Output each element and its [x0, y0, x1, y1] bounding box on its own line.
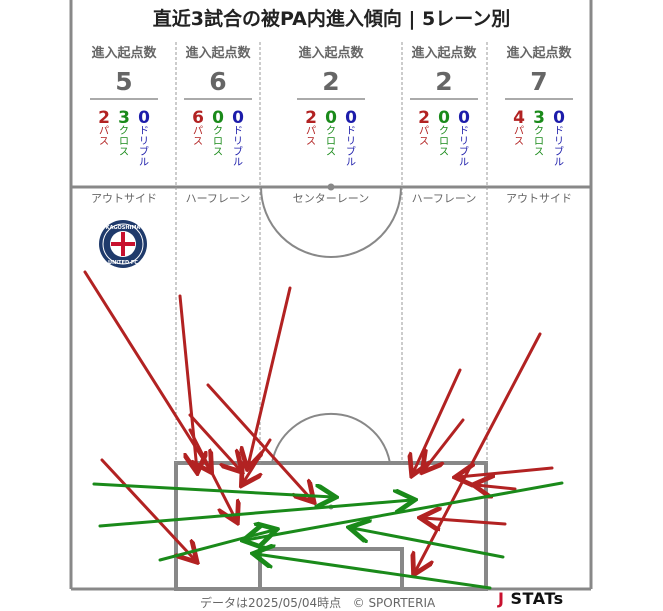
lane-dribble-label: ドリブル	[554, 126, 564, 169]
lane-header: 進入起点数	[506, 45, 572, 61]
footer: データは2025/05/04時点 © SPORTERIA	[200, 594, 435, 611]
lane-cross-count: 0	[438, 108, 450, 128]
cross-arrow	[98, 500, 412, 528]
lane-name: ハーフレーン	[186, 192, 251, 205]
lane-cross-count: 0	[325, 108, 337, 128]
lane-pass-count: 4	[513, 108, 525, 128]
pass-arrow	[188, 413, 240, 470]
lane-dribble-label: ドリブル	[139, 126, 149, 169]
team-logo: KAGOSHIMA UNITED FC	[99, 220, 147, 268]
copyright: © SPORTERIA	[352, 596, 436, 610]
pitch-lines	[69, 0, 593, 591]
cross-arrow	[92, 482, 333, 497]
pass-arrow	[83, 270, 210, 470]
lane-header: 進入起点数	[298, 45, 364, 61]
lane-dribble-label: ドリブル	[459, 126, 469, 169]
lane-dribble-count: 0	[458, 108, 470, 128]
lane-dribble-count: 0	[232, 108, 244, 128]
penalty-arc	[271, 412, 391, 464]
pass-arrow	[415, 332, 542, 572]
lane-pass-label: パス	[514, 125, 524, 148]
lane-cross-count: 0	[212, 108, 224, 128]
cross-arrow	[352, 528, 505, 559]
pass-arrow	[206, 383, 312, 500]
lane-name: アウトサイド	[506, 192, 572, 205]
lane-total: 2	[435, 67, 452, 96]
lane-cross-label: クロス	[213, 125, 223, 158]
pass-arrow	[423, 518, 507, 524]
lane-name: センターレーン	[293, 192, 369, 205]
lane-pass-count: 2	[98, 108, 110, 128]
lane-dribble-label: ドリブル	[233, 126, 243, 169]
lane-total: 5	[115, 67, 132, 96]
lane-pass-label: パス	[306, 125, 316, 148]
lane-cross-label: クロス	[534, 125, 544, 158]
center-spot	[327, 183, 335, 191]
data-date: データは2025/05/04時点	[200, 596, 342, 610]
lane-cross-count: 3	[533, 108, 545, 128]
lane-dribble-count: 0	[345, 108, 357, 128]
lane-total: 7	[530, 67, 547, 96]
cross-arrow	[256, 554, 492, 590]
lane-total: 2	[322, 67, 339, 96]
pass-arrow	[458, 468, 554, 477]
center-circle	[260, 186, 402, 258]
lane-dribble-count: 0	[138, 108, 150, 128]
lane-pass-label: パス	[419, 125, 429, 148]
stats-logo-mark: J	[498, 589, 505, 608]
pass-arrow	[424, 418, 465, 470]
lane-pass-label: パス	[99, 125, 109, 148]
lane-pass-count: 6	[192, 108, 204, 128]
lane-cross-label: クロス	[326, 125, 336, 158]
entry-arrows	[83, 270, 564, 590]
lane-dribble-count: 0	[553, 108, 565, 128]
stats-logo-text: STATs	[510, 589, 564, 608]
team-logo-text-top: KAGOSHIMA	[106, 225, 141, 231]
pass-arrow	[188, 428, 236, 520]
stats-logo: J STATs	[498, 589, 564, 608]
pass-arrow	[413, 368, 462, 473]
lane-dividers	[175, 42, 488, 463]
lane-header: 進入起点数	[185, 45, 251, 61]
lane-total: 6	[209, 67, 226, 96]
pass-arrow	[100, 458, 195, 560]
cross-arrow	[246, 481, 564, 540]
lane-header: 進入起点数	[411, 45, 477, 61]
lane-cross-label: クロス	[439, 125, 449, 158]
chart-title: 直近3試合の被PA内進入傾向 | 5レーン別	[152, 8, 511, 30]
lane-cross-label: クロス	[119, 125, 129, 158]
lane-pass-count: 2	[418, 108, 430, 128]
goal-area	[258, 547, 404, 591]
lane-header: 進入起点数	[91, 45, 157, 61]
lane-cross-count: 3	[118, 108, 130, 128]
lane-name: アウトサイド	[91, 192, 157, 205]
pass-arrow	[243, 438, 272, 483]
lane-stats: 進入起点数52パス3クロス0ドリブルアウトサイド進入起点数66パス0クロス0ドリ…	[90, 45, 573, 205]
pass-arrow	[178, 294, 197, 470]
lane-pass-label: パス	[193, 125, 203, 148]
lane-name: ハーフレーン	[412, 192, 477, 205]
lane-pass-count: 2	[305, 108, 317, 128]
lane-dribble-label: ドリブル	[346, 126, 356, 169]
pass-arrow	[476, 485, 517, 489]
team-logo-text-bottom: UNITED FC	[108, 260, 138, 266]
